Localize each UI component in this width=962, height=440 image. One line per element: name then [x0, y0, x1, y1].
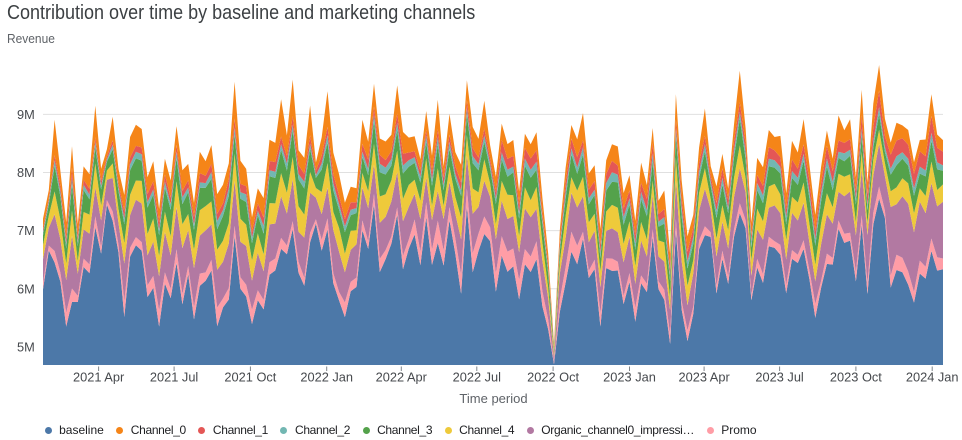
- svg-text:2021 Jul: 2021 Jul: [150, 370, 198, 385]
- svg-text:2022 Oct: 2022 Oct: [527, 370, 579, 385]
- svg-text:7M: 7M: [17, 223, 35, 238]
- svg-text:5M: 5M: [17, 339, 35, 354]
- svg-text:2021 Oct: 2021 Oct: [224, 370, 276, 385]
- svg-text:2023 Oct: 2023 Oct: [830, 370, 882, 385]
- svg-text:2024 Jan: 2024 Jan: [906, 370, 959, 385]
- svg-text:2022 Apr: 2022 Apr: [376, 370, 428, 385]
- svg-text:2022 Jan: 2022 Jan: [300, 370, 353, 385]
- svg-text:6M: 6M: [17, 281, 35, 296]
- svg-text:2021 Apr: 2021 Apr: [73, 370, 125, 385]
- svg-text:2023 Jan: 2023 Jan: [603, 370, 656, 385]
- svg-text:8M: 8M: [17, 165, 35, 180]
- svg-text:2023 Apr: 2023 Apr: [678, 370, 730, 385]
- svg-text:2023 Jul: 2023 Jul: [755, 370, 803, 385]
- svg-text:2022 Jul: 2022 Jul: [453, 370, 501, 385]
- svg-text:9M: 9M: [17, 107, 35, 122]
